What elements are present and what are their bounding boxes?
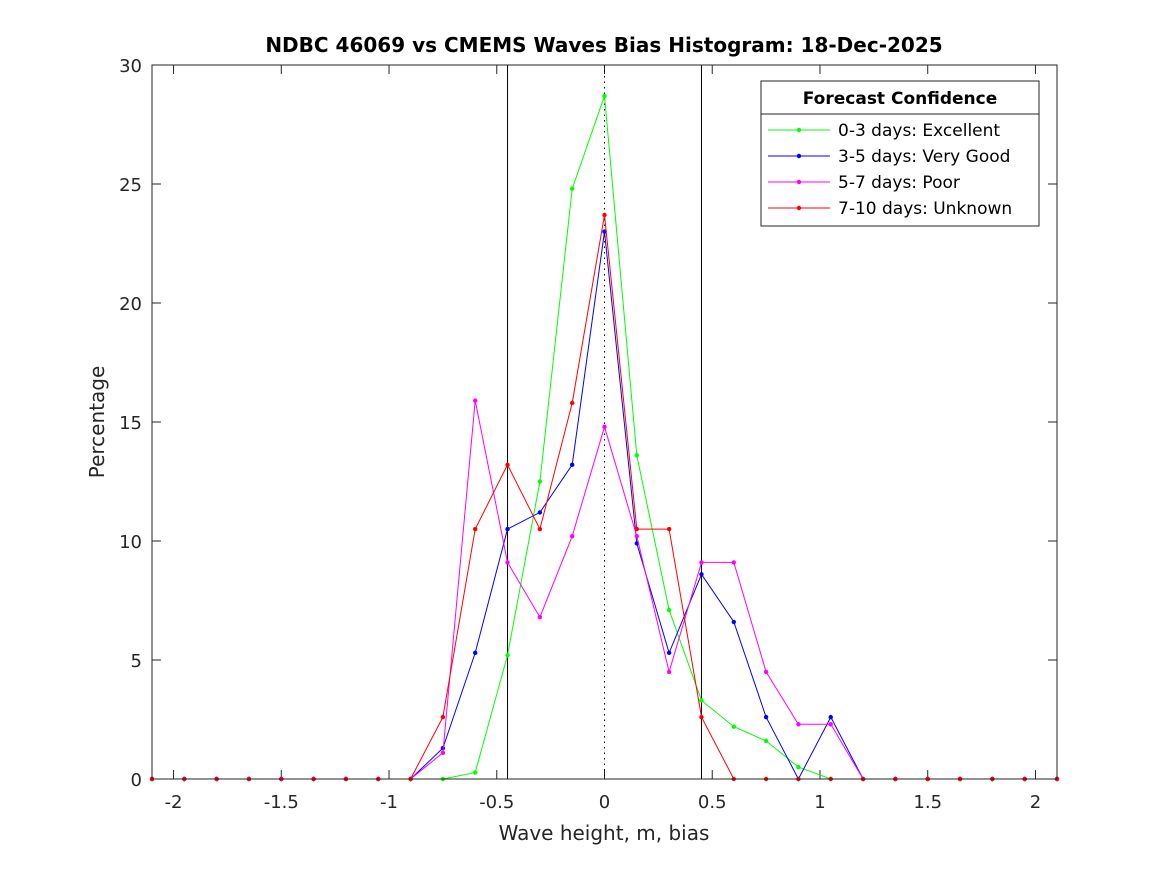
data-point: [569, 534, 575, 539]
legend-box: [760, 80, 1040, 227]
legend-label: 3-5 days: Very Good: [838, 147, 1010, 167]
x-axis-label: Wave height, m, bias: [499, 821, 710, 845]
reference-lines: [507, 65, 702, 779]
data-point: [796, 722, 801, 727]
x-tick-label: 0: [599, 792, 610, 813]
data-point: [666, 669, 672, 675]
x-tick-label: 1: [814, 792, 825, 813]
data-point: [763, 738, 769, 744]
legend-item: 0-3 days: Excellent: [768, 121, 1000, 141]
y-axis-label: Percentage: [85, 366, 109, 479]
x-tick-label: -1.5: [264, 792, 299, 813]
y-tick-label: 30: [119, 56, 142, 77]
data-point: [473, 526, 478, 532]
data-point: [699, 572, 704, 577]
data-point: [505, 560, 510, 565]
legend-item: 7-10 days: Unknown: [768, 199, 1012, 219]
legend-swatch-marker: [796, 179, 802, 185]
data-point: [763, 714, 769, 720]
data-point: [537, 526, 543, 532]
legend-swatch-marker: [796, 153, 802, 159]
legend-label: 7-10 days: Unknown: [838, 199, 1012, 219]
y-tick-label: 15: [119, 413, 142, 434]
x-tick-label: -2: [165, 792, 183, 813]
x-tick-label: -0.5: [479, 792, 514, 813]
data-point: [440, 714, 446, 720]
data-point: [828, 722, 833, 727]
legend-label: 5-7 days: Poor: [838, 173, 960, 193]
data-point: [569, 186, 575, 191]
x-tick-label: -1: [380, 792, 398, 813]
legend-swatch-marker: [796, 127, 802, 133]
data-point: [763, 669, 769, 675]
data-point: [634, 526, 640, 532]
data-point: [473, 398, 478, 403]
data-point: [634, 534, 640, 539]
data-point: [731, 724, 736, 729]
data-point: [505, 462, 510, 468]
data-point: [473, 650, 478, 656]
data-point: [569, 462, 575, 468]
data-point: [666, 650, 672, 656]
x-tick-label: 1.5: [913, 792, 942, 813]
data-point: [602, 212, 607, 218]
data-point: [666, 526, 672, 532]
data-point: [537, 479, 543, 484]
chart-title: NDBC 46069 vs CMEMS Waves Bias Histogram…: [265, 33, 942, 57]
x-tick-label: 0.5: [698, 792, 727, 813]
y-tick-labels: 0 5 10 15 20 25 30: [119, 56, 142, 791]
data-point: [602, 93, 607, 99]
data-point: [731, 560, 736, 565]
data-point: [440, 750, 446, 756]
data-point: [569, 400, 575, 406]
legend-items: 0-3 days: Excellent 3-5 days: Very Good 5-…: [768, 121, 1012, 219]
legend-swatch-marker: [796, 205, 802, 211]
data-point: [634, 453, 640, 458]
data-point: [828, 714, 833, 720]
data-point: [505, 653, 510, 658]
data-point: [731, 619, 736, 625]
y-tick-label: 5: [131, 651, 142, 672]
data-point: [699, 698, 704, 703]
legend-title: Forecast Confidence: [803, 89, 998, 109]
y-tick-label: 0: [131, 770, 142, 791]
data-point: [602, 229, 607, 234]
legend-item: 5-7 days: Poor: [768, 173, 960, 193]
y-tick-label: 10: [119, 532, 142, 553]
data-point: [666, 607, 672, 613]
y-tick-label: 20: [119, 294, 142, 315]
plot-frame: [151, 64, 1058, 780]
legend-item: 3-5 days: Very Good: [768, 147, 1010, 167]
data-point: [473, 770, 478, 775]
data-point: [796, 764, 801, 770]
data-point: [602, 424, 607, 429]
x-tick-labels: -2 -1.5 -1 -0.5 0 0.5 1 1.5 2: [165, 792, 1042, 813]
data-point: [505, 526, 510, 532]
data-point: [537, 614, 543, 620]
y-tick-label: 25: [119, 175, 142, 196]
data-point: [537, 510, 543, 515]
data-point: [699, 714, 704, 720]
legend: Forecast Confidence 0-3 days: Excellent 3…: [760, 80, 1040, 227]
data-point: [699, 560, 704, 565]
legend-label: 0-3 days: Excellent: [838, 121, 1000, 141]
x-tick-label: 2: [1030, 792, 1041, 813]
